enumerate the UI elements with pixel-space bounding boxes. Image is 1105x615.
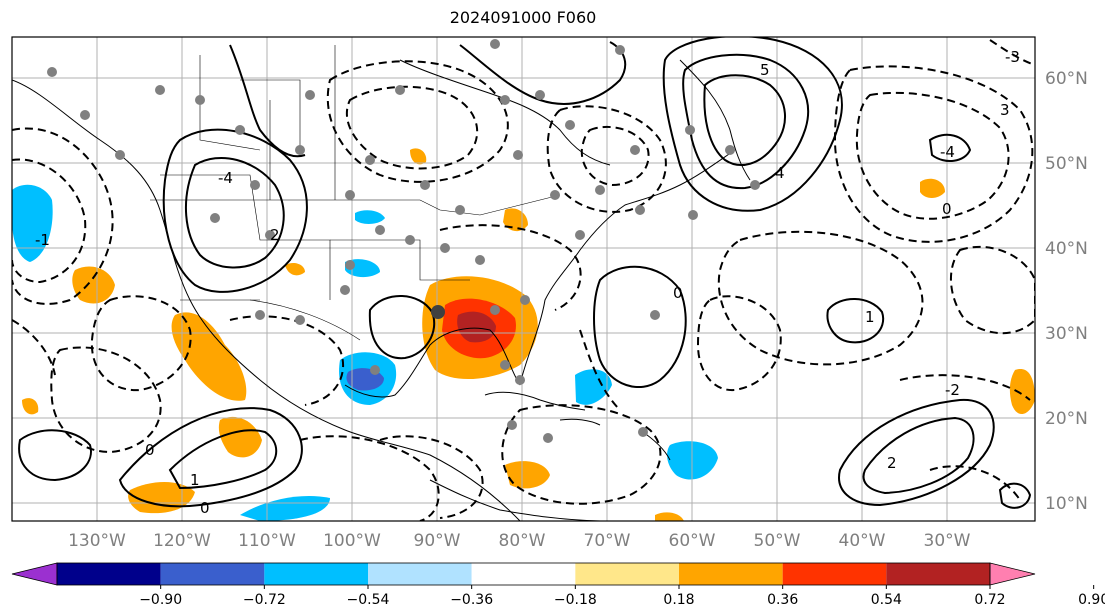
negative-anomaly-east-pacific: [240, 495, 330, 521]
map-frame: [11, 36, 1036, 522]
lon-label-100w: 100°W: [323, 531, 381, 551]
colorbar-segment: [368, 563, 472, 585]
contour-label-0-atlantic: 0: [673, 284, 683, 302]
lon-label-80w: 80°W: [499, 531, 546, 551]
positive-contours: [18, 37, 1032, 509]
anomaly-fills: [12, 148, 1035, 521]
lon-label-30w: 30°W: [924, 531, 971, 551]
contour-label-2-atlantic: 2: [887, 454, 897, 472]
lon-label-90w: 90°W: [414, 531, 461, 551]
colorbar-tick-label: −0.90: [139, 592, 182, 608]
contour-label-neg2: -2: [945, 381, 960, 399]
colorbar-extend-high: [989, 562, 1036, 586]
positive-anomaly-arizona: [285, 262, 305, 276]
lat-label-50n: 50°N: [1045, 154, 1088, 174]
colorbar-tick-label: 0.54: [871, 592, 902, 608]
negative-anomaly-atlantic-south: [667, 441, 718, 480]
lon-label-120w: 120°W: [153, 531, 211, 551]
longitude-labels: 130°W 120°W 110°W 100°W 90°W 80°W 70°W 6…: [68, 531, 971, 551]
coastlines: [12, 59, 751, 521]
positive-anomaly-caribbean: [505, 461, 550, 489]
contour-label-4-east: 4: [775, 164, 785, 182]
contour-label-3: 3: [1000, 101, 1010, 119]
colorbar-segment: [160, 563, 265, 585]
colorbar-segment: [886, 563, 990, 585]
colorbar-segment: [471, 563, 576, 585]
lon-label-60w: 60°W: [669, 531, 716, 551]
negative-anomaly-caribbean-east: [575, 369, 612, 405]
map-title: 2024091000 F060: [449, 8, 597, 27]
lon-label-130w: 130°W: [68, 531, 126, 551]
colorbar-extend-low: [11, 562, 58, 586]
negative-contours: [12, 39, 1035, 521]
positive-anomaly-atlantic-east: [1009, 369, 1035, 415]
colorbar-outline: [56, 562, 991, 586]
lon-label-110w: 110°W: [238, 531, 296, 551]
contour-label-neg1: -1: [35, 231, 50, 249]
contour-label-0-east: 0: [942, 200, 952, 218]
colorbar-segment: [575, 563, 679, 585]
positive-anomaly-west-pacific: [22, 398, 39, 415]
colorbar-segment: [782, 563, 887, 585]
contour-label-1: 1: [190, 471, 200, 489]
contour-label-2: 2: [270, 226, 280, 244]
contour-label-0-south: 0: [200, 499, 210, 517]
map-panel: 5 4 -4 -4 3 2 1 0 0 0 -1 -2 -3 0 2 1: [12, 37, 1035, 521]
colorbar-tick-label: −0.18: [554, 592, 597, 608]
contour-label-5: 5: [760, 61, 770, 79]
colorbar-tick-label: 0.18: [663, 592, 694, 608]
positive-anomaly-baja: [72, 266, 115, 304]
negative-anomaly-great-lakes: [355, 210, 385, 224]
colorbar-tick-label: 0.72: [974, 592, 1005, 608]
positive-anomaly-hudson: [410, 148, 427, 165]
contour-labels: 5 4 -4 -4 3 2 1 0 0 0 -1 -2 -3 0 2 1: [35, 48, 1020, 517]
contour-label-1-atlantic: 1: [865, 308, 875, 326]
lat-label-10n: 10°N: [1045, 494, 1088, 514]
positive-anomaly-atlantic-north: [920, 178, 945, 198]
colorbar-tick-label: −0.54: [347, 592, 390, 608]
lat-label-40n: 40°N: [1045, 239, 1088, 259]
contour-label-neg4: -4: [940, 143, 955, 161]
lon-label-50w: 50°W: [754, 531, 801, 551]
contour-label-neg4-west: -4: [218, 169, 233, 187]
colorbar-tick-label: 0.36: [767, 592, 798, 608]
negative-anomaly-pacific-nw: [12, 184, 53, 262]
positive-anomaly-south-atlantic: [655, 512, 684, 521]
lon-label-70w: 70°W: [584, 531, 631, 551]
colorbar-segment: [57, 563, 161, 585]
latitude-labels: 60°N 50°N 40°N 30°N 20°N 10°N: [1045, 69, 1088, 514]
colorbar-segment: [264, 563, 368, 585]
contour-label-0-west: 0: [145, 441, 155, 459]
lat-label-60n: 60°N: [1045, 69, 1088, 89]
lat-label-20n: 20°N: [1045, 409, 1088, 429]
colorbar-tick-label: −0.72: [243, 592, 286, 608]
colorbar: −0.90 −0.72 −0.54 −0.36 −0.18 0.18 0.36 0.54 0.7…: [11, 562, 1105, 608]
colorbar-segment: [679, 563, 783, 585]
observation-dots: [47, 39, 760, 443]
colorbar-tick-label: 0.90: [1078, 592, 1105, 608]
lon-label-40w: 40°W: [839, 531, 886, 551]
colorbar-tick-label: −0.36: [450, 592, 493, 608]
max-positive-anomaly-core: [457, 311, 496, 343]
positive-anomaly-central-america: [218, 416, 262, 458]
contour-label-neg3: -3: [1005, 48, 1020, 66]
lat-label-30n: 30°N: [1045, 324, 1088, 344]
